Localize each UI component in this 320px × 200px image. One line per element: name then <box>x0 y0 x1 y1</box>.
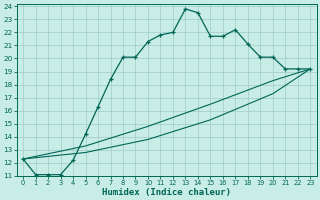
X-axis label: Humidex (Indice chaleur): Humidex (Indice chaleur) <box>102 188 231 197</box>
